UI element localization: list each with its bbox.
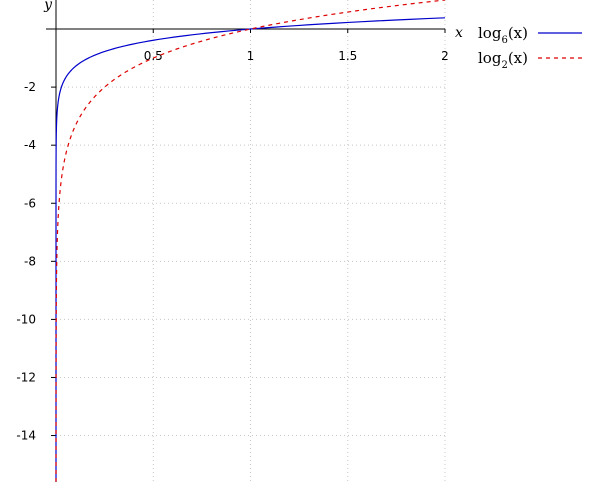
legend-label: log6(x) — [478, 24, 528, 46]
y-tick-label: -10 — [16, 312, 36, 326]
series-layer — [55, 0, 446, 482]
x-tick-label: 1.5 — [338, 49, 357, 63]
ticks: 0.5 1 1.5 2-2-4-6-8-10-12-14 — [16, 29, 449, 443]
y-tick-label: -6 — [24, 196, 36, 210]
y-tick-label: -8 — [24, 254, 36, 268]
series-line-log6x — [55, 17, 446, 482]
series-line-log2x — [55, 0, 446, 482]
axes: x y — [43, 0, 463, 482]
y-tick-label: -4 — [24, 138, 36, 152]
grid — [56, 0, 446, 482]
legend-entry: log6(x) — [478, 24, 582, 46]
x-tick-label: 1 — [247, 49, 255, 63]
legend-label: log2(x) — [478, 49, 528, 71]
x-tick-label: 2 — [441, 49, 449, 63]
legend: log6(x) log2(x) — [478, 24, 582, 71]
legend-entry: log2(x) — [478, 49, 582, 71]
x-axis-label: x — [455, 25, 463, 41]
y-tick-label: -2 — [24, 80, 36, 94]
y-axis-label: y — [43, 0, 53, 13]
y-tick-label: -12 — [16, 370, 36, 384]
y-tick-label: -14 — [16, 429, 36, 443]
